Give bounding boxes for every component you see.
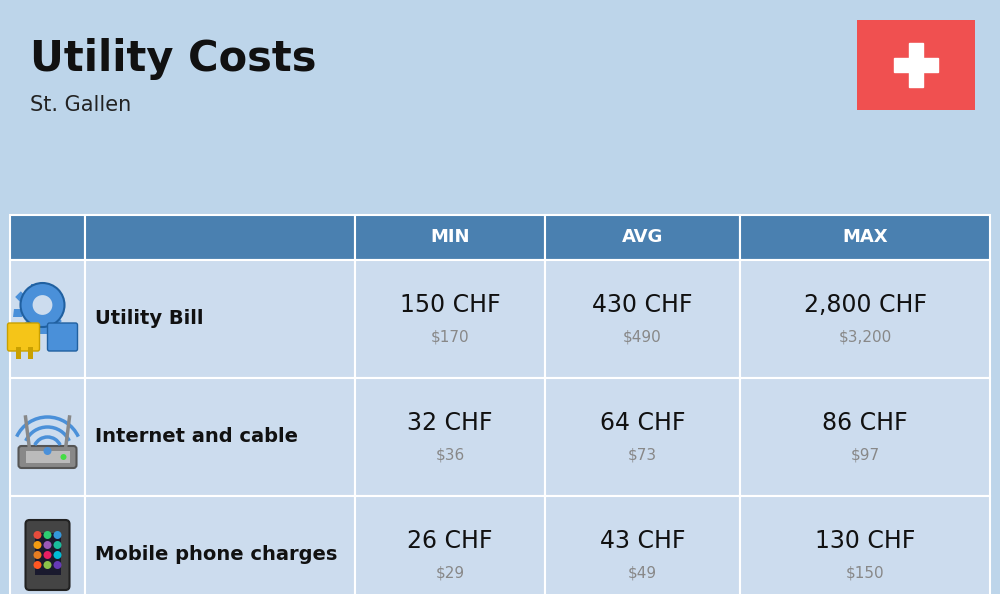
Circle shape [33, 295, 52, 315]
Text: $73: $73 [628, 447, 657, 463]
Circle shape [34, 561, 42, 569]
FancyBboxPatch shape [18, 446, 76, 468]
FancyBboxPatch shape [857, 20, 975, 110]
Text: 86 CHF: 86 CHF [822, 411, 908, 435]
Text: MIN: MIN [430, 229, 470, 247]
Circle shape [34, 551, 42, 559]
Text: Internet and cable: Internet and cable [95, 428, 298, 447]
Bar [894, 58, 938, 72]
Text: $170: $170 [431, 330, 469, 345]
Bar [85, 215, 355, 260]
Bar [909, 43, 923, 87]
Bar [10, 260, 85, 378]
Bar [85, 496, 355, 594]
Circle shape [44, 531, 52, 539]
Bar [740, 215, 990, 260]
Text: $29: $29 [435, 565, 465, 580]
Bar [15, 291, 26, 302]
Text: 130 CHF: 130 CHF [815, 529, 915, 553]
Bar [740, 260, 990, 378]
Text: Utility Costs: Utility Costs [30, 38, 316, 80]
Bar [85, 260, 355, 378]
Text: $150: $150 [846, 565, 884, 580]
Text: 26 CHF: 26 CHF [407, 529, 493, 553]
Bar [355, 378, 545, 496]
Text: St. Gallen: St. Gallen [30, 95, 131, 115]
Bar [355, 260, 545, 378]
Bar [16, 347, 20, 359]
Circle shape [54, 551, 62, 559]
Bar [545, 378, 740, 496]
Bar [30, 284, 38, 292]
Circle shape [44, 561, 52, 569]
Text: 2,800 CHF: 2,800 CHF [804, 293, 926, 317]
Bar [545, 215, 740, 260]
FancyBboxPatch shape [48, 323, 78, 351]
Text: Mobile phone charges: Mobile phone charges [95, 545, 337, 564]
Text: 64 CHF: 64 CHF [600, 411, 685, 435]
Bar [10, 496, 85, 594]
Bar [740, 496, 990, 594]
Text: $490: $490 [623, 330, 662, 345]
Text: $36: $36 [435, 447, 465, 463]
Bar [355, 496, 545, 594]
Circle shape [54, 531, 62, 539]
Bar [740, 378, 990, 496]
Bar [10, 378, 85, 496]
Text: 32 CHF: 32 CHF [407, 411, 493, 435]
Text: $3,200: $3,200 [838, 330, 892, 345]
Bar [28, 347, 32, 359]
Text: Utility Bill: Utility Bill [95, 309, 204, 328]
Bar [10, 215, 85, 260]
Circle shape [44, 541, 52, 549]
Bar [26, 451, 70, 463]
Circle shape [44, 551, 52, 559]
Text: AVG: AVG [622, 229, 663, 247]
Bar [45, 286, 56, 297]
Bar [545, 496, 740, 594]
Text: 43 CHF: 43 CHF [600, 529, 685, 553]
Text: 430 CHF: 430 CHF [592, 293, 693, 317]
Circle shape [54, 561, 62, 569]
Text: $49: $49 [628, 565, 657, 580]
Circle shape [34, 531, 42, 539]
Circle shape [20, 283, 64, 327]
Bar [13, 309, 22, 317]
FancyBboxPatch shape [8, 323, 40, 351]
Circle shape [60, 454, 66, 460]
Bar [85, 378, 355, 496]
Text: $97: $97 [850, 447, 880, 463]
Bar [355, 215, 545, 260]
Bar [56, 301, 64, 309]
Circle shape [34, 541, 42, 549]
Circle shape [44, 447, 52, 455]
Bar [21, 321, 32, 332]
Bar [38, 326, 46, 334]
Text: MAX: MAX [842, 229, 888, 247]
Bar [34, 533, 60, 575]
Bar [545, 260, 740, 378]
Text: 150 CHF: 150 CHF [400, 293, 500, 317]
Bar [51, 315, 62, 327]
Circle shape [54, 541, 62, 549]
FancyBboxPatch shape [26, 520, 70, 590]
